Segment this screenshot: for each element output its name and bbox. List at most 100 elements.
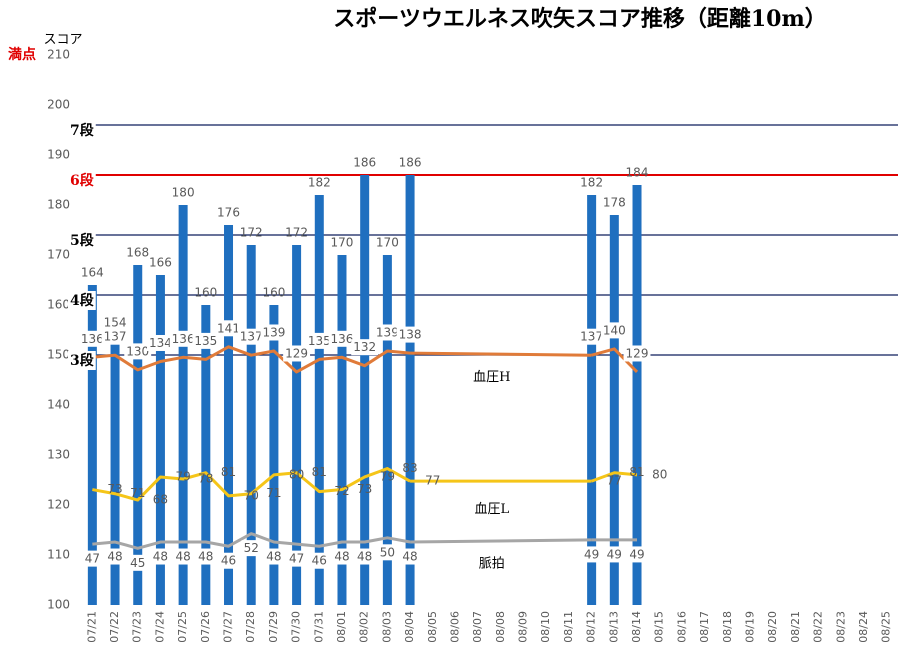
label-background (105, 548, 125, 565)
y-tick-label: 120 (47, 498, 70, 512)
x-tick-label: 08/07 (471, 611, 484, 643)
label-background (351, 339, 379, 356)
label-background (241, 540, 261, 557)
y-tick-label: 100 (47, 598, 70, 612)
data-label: 137 (240, 330, 263, 344)
data-label: 50 (380, 545, 395, 559)
label-background (101, 328, 129, 345)
data-label: 80 (289, 467, 304, 481)
x-tick-label: 08/13 (607, 611, 620, 643)
label-background (305, 332, 333, 349)
x-tick-label: 07/25 (176, 611, 189, 643)
data-label: 137 (104, 330, 127, 344)
data-label: 134 (149, 336, 172, 350)
level-label: 5段 (70, 232, 94, 249)
bar (337, 255, 347, 605)
chart-title: スポーツウエルネス吹矢スコア推移（距離10m） (333, 6, 826, 32)
label-background (68, 171, 96, 190)
label-background (82, 550, 102, 567)
x-tick-label: 07/29 (267, 611, 280, 643)
gap-connector (410, 538, 592, 544)
data-label: 73 (107, 482, 122, 496)
label-background (146, 334, 174, 351)
x-tick-label: 08/19 (743, 611, 756, 643)
x-tick-label: 07/22 (108, 611, 121, 643)
data-label: 132 (353, 340, 376, 354)
data-label: 137 (580, 330, 603, 344)
data-label: 77 (607, 474, 622, 488)
data-label: 48 (357, 550, 372, 564)
data-label: 49 (607, 547, 622, 561)
label-background (286, 550, 307, 567)
level-label: 3段 (70, 352, 94, 369)
data-label: 48 (266, 550, 281, 564)
data-label: 48 (334, 550, 349, 564)
data-label: 172 (285, 226, 308, 240)
label-background (173, 548, 193, 565)
bar (632, 185, 642, 605)
label-background (260, 324, 288, 341)
x-tick-label: 08/20 (766, 611, 779, 643)
label-background (264, 548, 284, 565)
label-background (237, 328, 265, 345)
bar (314, 195, 324, 605)
data-label: 129 (626, 346, 649, 360)
data-label: 48 (198, 550, 213, 564)
label-background (218, 552, 239, 569)
x-tick-label: 08/18 (721, 611, 734, 643)
y-tick-label: 190 (47, 148, 70, 162)
y-tick-label: 170 (47, 248, 70, 262)
data-label: 154 (104, 316, 127, 330)
y-tick-label: 180 (47, 198, 70, 212)
bar (609, 215, 619, 605)
label-background (328, 330, 356, 347)
data-label: 135 (194, 334, 217, 348)
data-label: 71 (130, 486, 145, 500)
label-background (196, 548, 216, 565)
x-tick-label: 07/24 (153, 611, 166, 643)
data-label: 136 (172, 332, 195, 346)
data-label: 182 (308, 176, 331, 190)
bar (201, 305, 211, 605)
data-label: 138 (399, 328, 422, 342)
data-label: 52 (244, 541, 259, 555)
data-label: 48 (402, 550, 417, 564)
data-label: 48 (107, 550, 122, 564)
x-tick-label: 08/22 (812, 611, 825, 643)
data-label: 83 (402, 461, 417, 475)
data-label: 168 (126, 246, 149, 260)
data-label: 46 (221, 554, 236, 568)
bar (87, 285, 97, 605)
x-tick-label: 08/06 (448, 611, 461, 643)
x-tick-label: 07/31 (312, 611, 325, 643)
label-background (68, 291, 96, 310)
x-tick-label: 08/15 (653, 611, 666, 643)
x-tick-label: 08/12 (585, 611, 598, 643)
label-background (600, 322, 628, 339)
label-background (192, 332, 220, 349)
data-label: 164 (81, 266, 104, 280)
x-tick-label: 08/05 (426, 611, 439, 643)
data-label: 140 (603, 323, 626, 337)
x-tick-label: 08/11 (562, 611, 575, 643)
label-background (373, 324, 401, 341)
bar (224, 225, 234, 605)
bar (587, 195, 597, 605)
bar (110, 335, 120, 605)
data-label: 48 (175, 550, 190, 564)
label-background (128, 554, 148, 571)
data-label: 77 (425, 474, 440, 488)
label-background (377, 544, 398, 561)
data-label: 186 (353, 156, 376, 170)
series-line (92, 532, 411, 550)
x-tick-label: 08/23 (834, 611, 847, 643)
bar (382, 255, 392, 605)
label-background (578, 328, 606, 345)
series-line (92, 467, 411, 502)
y-tick-label: 130 (47, 448, 70, 462)
data-label: 176 (217, 206, 240, 220)
x-tick-label: 07/30 (290, 611, 303, 643)
x-tick-label: 08/16 (675, 611, 688, 643)
label-background (396, 326, 424, 343)
